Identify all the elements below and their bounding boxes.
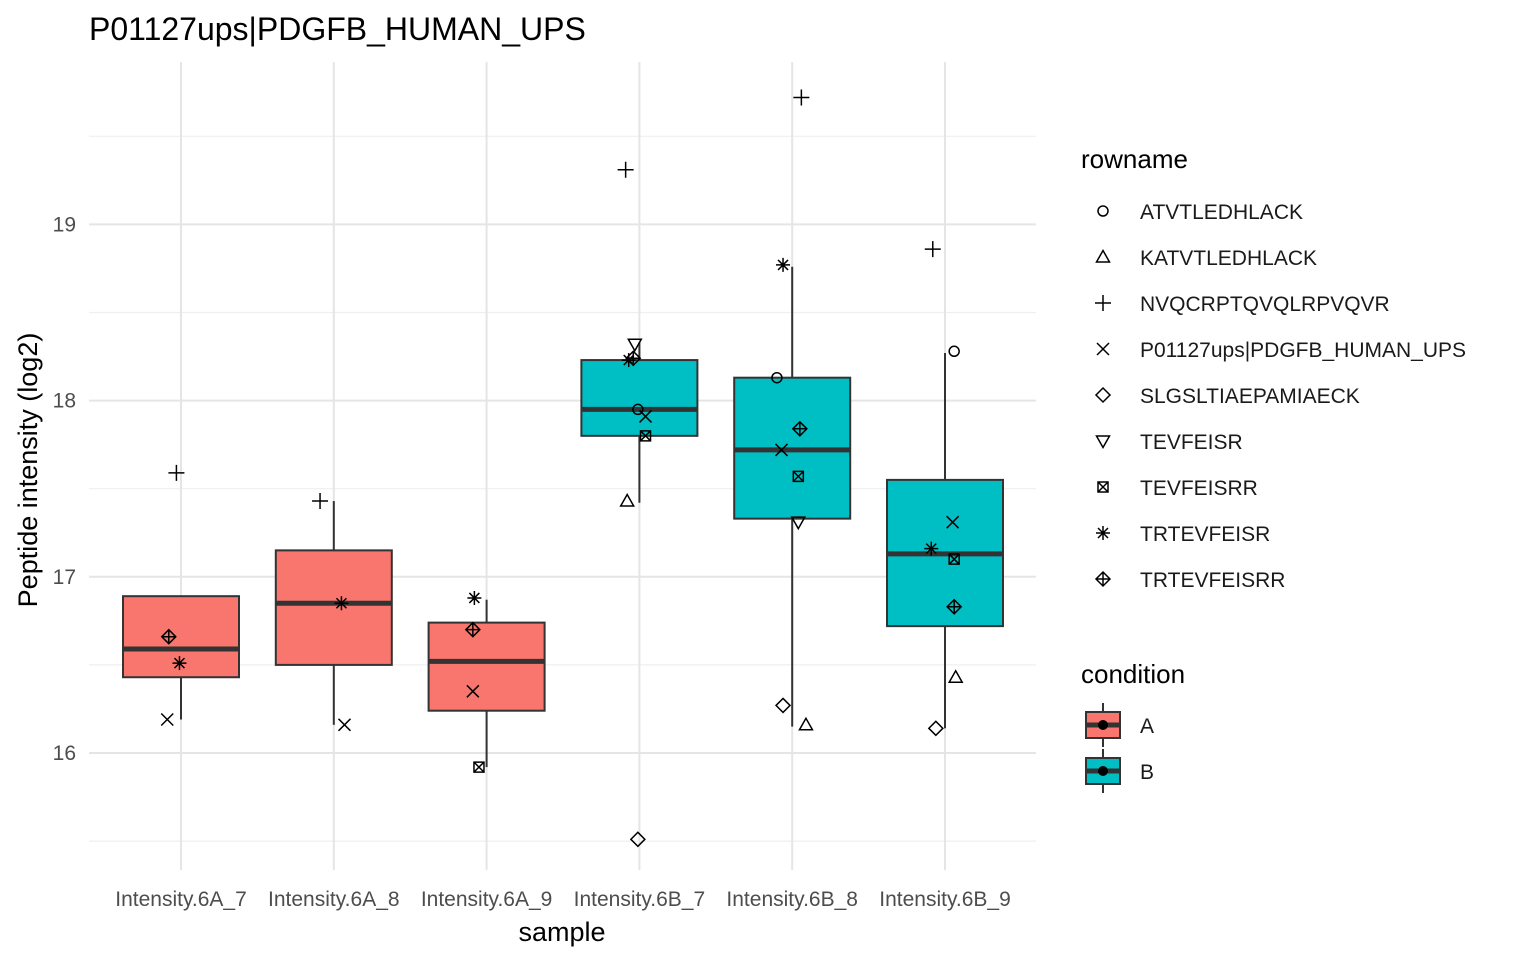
y-tick-label: 19 [53,213,76,236]
point-circle [632,403,644,416]
x-tick-label: Intensity.6A_7 [115,888,247,911]
point-square-cross [473,761,485,773]
point-cross [337,718,352,732]
point-diamond-plus [791,420,808,437]
point-diamond-plus [946,598,963,615]
legend-key-triangle-up [1095,248,1111,263]
point-asterisk [621,353,636,368]
legend-label: TEVFEISR [1140,431,1243,454]
legend-key-triangle-down [1095,435,1111,450]
legend-title-condition: condition [1081,659,1185,689]
point-square-cross [948,553,960,565]
x-tick-label: Intensity.6B_9 [879,888,1011,911]
legend-key-square-cross [1097,481,1109,493]
point-diamond-plus [160,628,177,645]
box-B [580,359,699,437]
plot-panel: 16 17 18 19 Intensity.6A_7 Intensity.6A_8 Inte… [53,62,1036,911]
point-triangle-down [627,338,643,353]
box-A [274,549,393,666]
point-diamond [774,697,792,714]
legend-key-dot [1098,720,1108,730]
legend-label: B [1140,761,1154,784]
point-cross [466,684,480,698]
point-triangle-down [790,516,807,531]
point-plus [793,89,810,106]
x-axis-title: sample [518,917,605,947]
legend-label: TEVFEISRR [1140,477,1258,500]
legend-label: A [1140,715,1154,738]
legend-key-diamond-plus [1094,570,1112,588]
y-tick-label: 17 [53,566,76,589]
point-triangle-up [947,669,964,683]
point-circle [771,371,783,384]
point-plus [617,161,634,178]
point-diamond-plus [464,621,481,638]
point-plus [924,241,941,258]
point-asterisk [172,656,187,671]
legend-label: KATVTLEDHLACK [1140,247,1317,270]
x-tick-label: Intensity.6A_9 [421,888,553,911]
x-tick-label: Intensity.6B_8 [726,888,858,911]
point-asterisk [924,541,939,556]
legend-key-dot [1098,766,1108,776]
point-diamond [927,720,944,737]
point-plus [168,464,185,481]
legend-key-diamond [1094,386,1112,404]
y-tick-label: 18 [53,390,76,413]
point-triangle-up [798,716,814,731]
point-square-cross [792,470,805,483]
legend-label: SLGSLTIAEPAMIAECK [1140,385,1360,408]
legend-label: ATVTLEDHLACK [1140,201,1303,224]
legend-label: TRTEVFEISRR [1140,569,1285,592]
legend-title-rowname: rowname [1081,144,1188,174]
legend: rowname ATVTLEDHLACK KATVTLEDHLACK NVQCRPTQ… [1081,144,1466,793]
legend-key-cross [1096,342,1110,356]
legend-label: NVQCRPTQVQLRPVQVR [1140,293,1390,316]
legend-label: P01127ups|PDGFB_HUMAN_UPS [1140,339,1466,362]
point-asterisk [467,590,482,605]
point-cross [160,712,174,727]
legend-key-asterisk [1096,526,1110,540]
y-tick-label: 16 [53,742,76,765]
point-plus [312,493,329,510]
x-tick-label: Intensity.6B_7 [574,888,706,911]
x-tick-label: Intensity.6A_8 [268,888,400,911]
point-circle [948,345,960,358]
legend-key-plus [1095,295,1111,311]
y-axis-title: Peptide intensity (log2) [13,333,43,608]
point-cross [946,515,960,529]
point-asterisk [776,257,791,272]
point-cross [638,409,653,423]
point-diamond [629,831,646,848]
point-asterisk [334,596,349,611]
point-triangle-up [619,493,635,507]
legend-key-circle [1097,205,1109,217]
chart-title: P01127ups|PDGFB_HUMAN_UPS [89,11,586,47]
point-cross [774,443,789,457]
box-A [427,621,546,712]
legend-label: TRTEVFEISR [1140,523,1270,546]
point-square-cross [639,430,652,442]
